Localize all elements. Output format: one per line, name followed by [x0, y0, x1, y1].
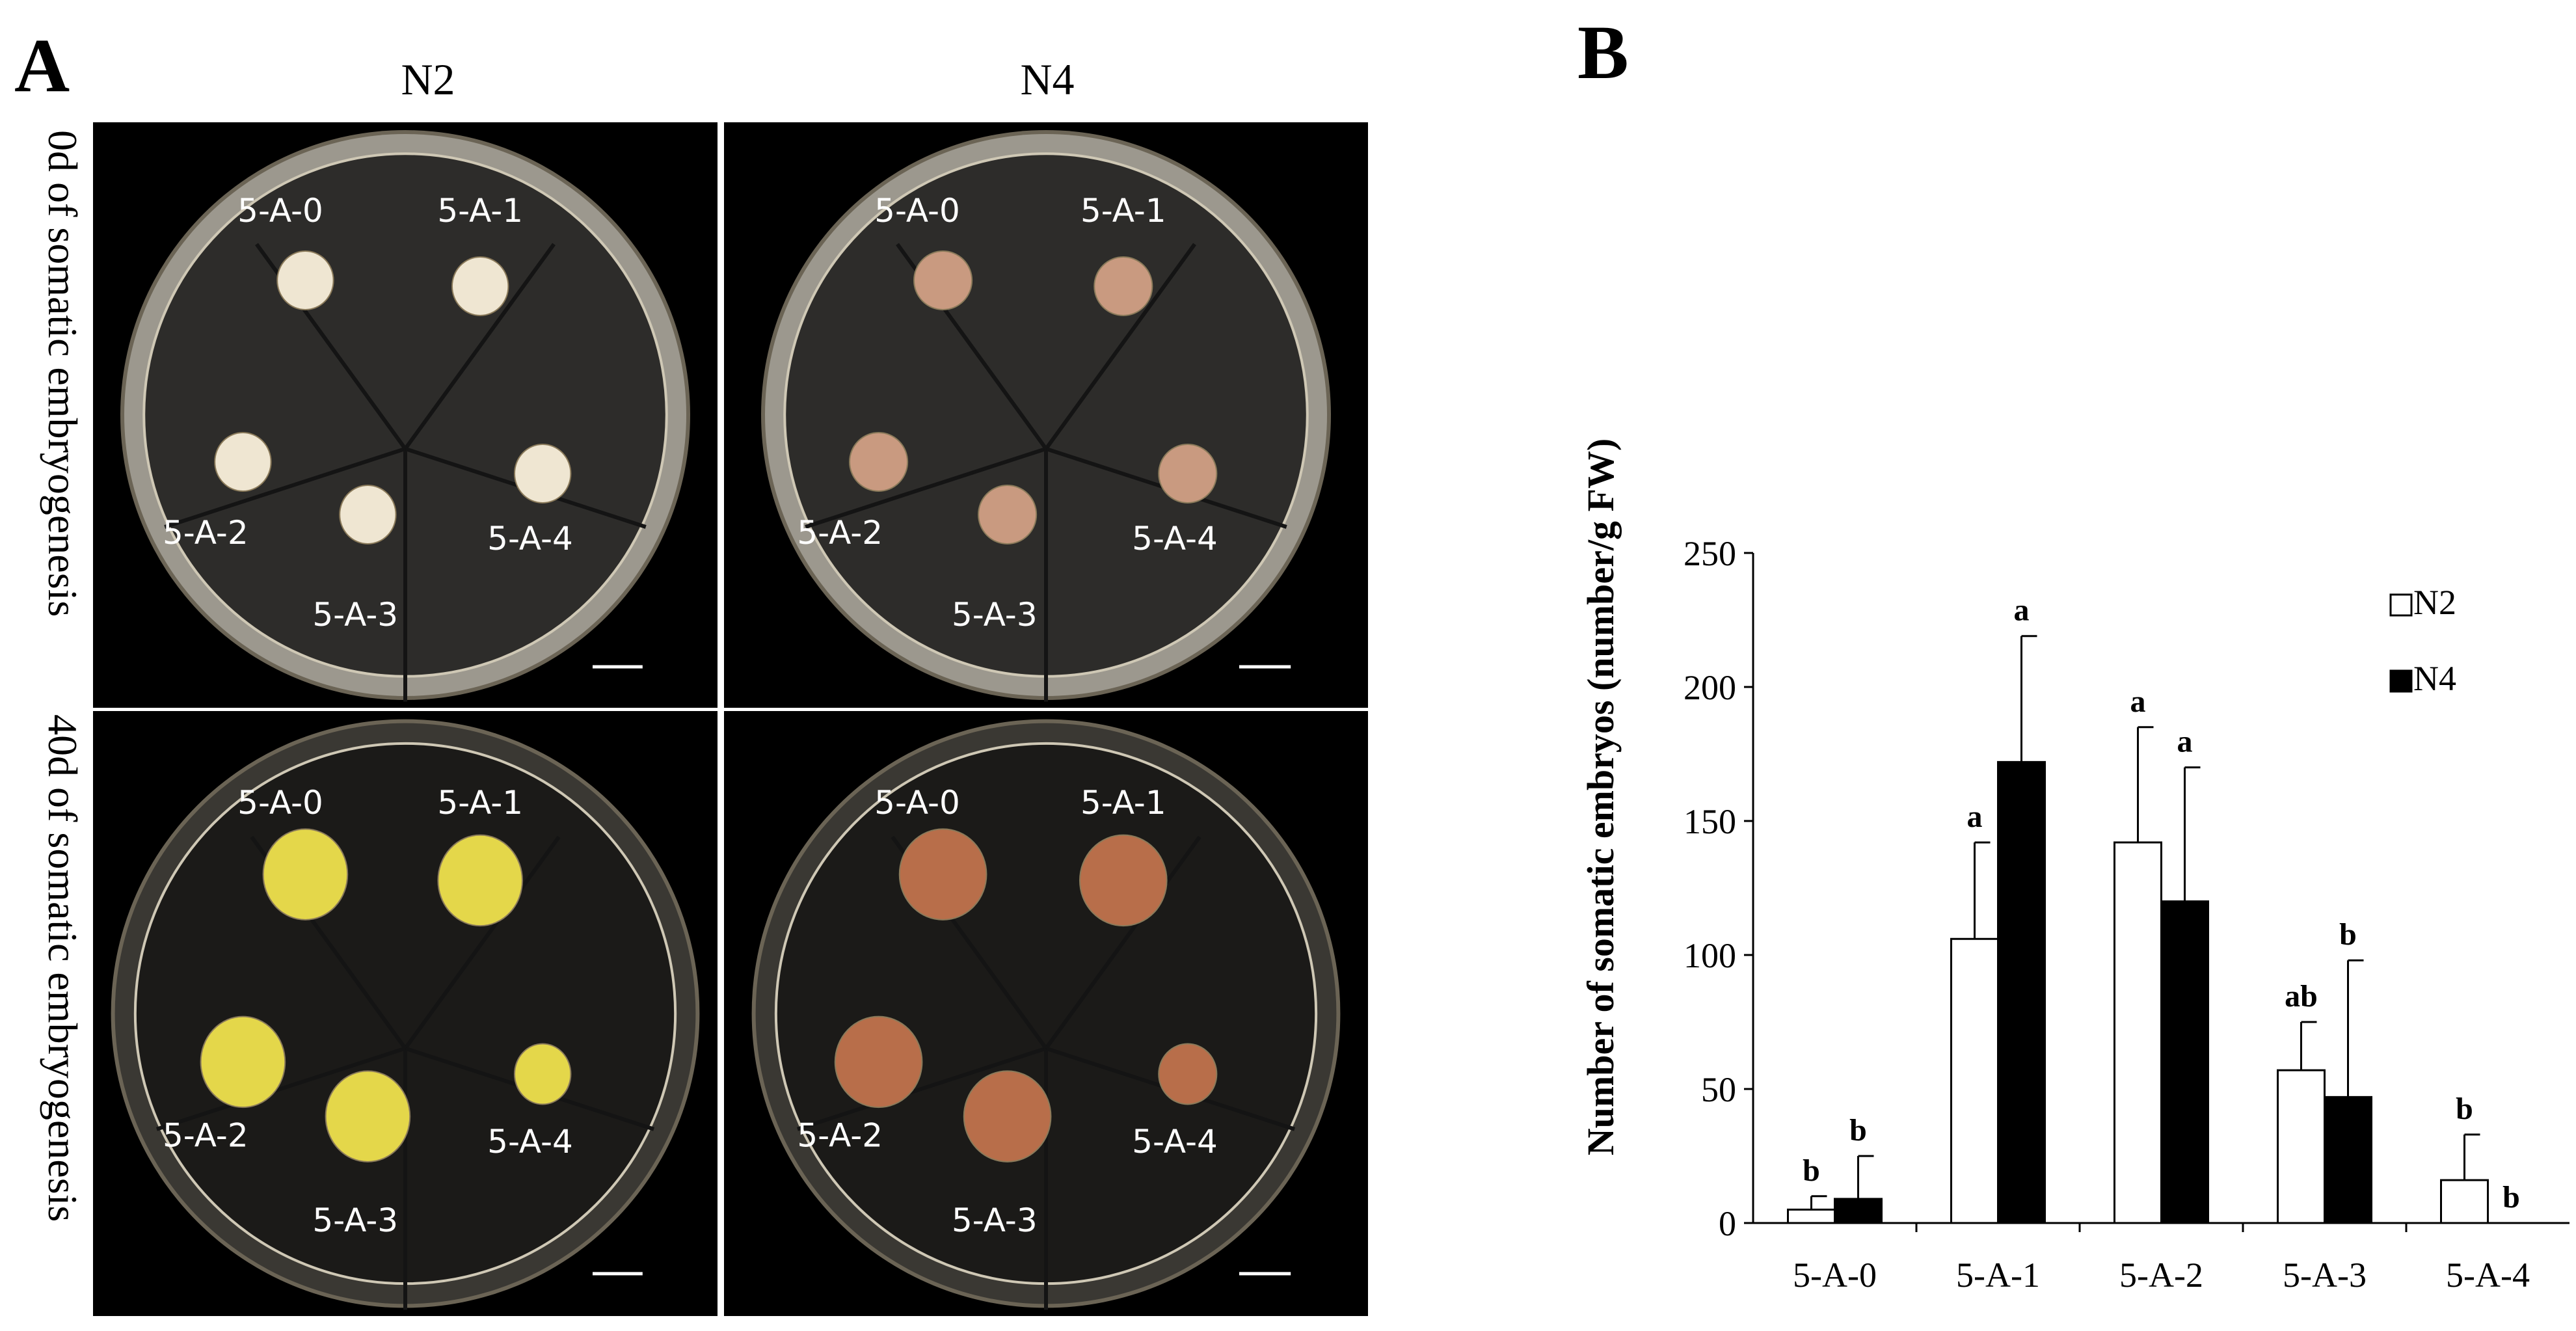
dish-label: 5-A-2 [797, 1117, 883, 1155]
row-label-day0: 0d of somatic embryogenesis [40, 130, 86, 617]
y-tick-label: 50 [1701, 1070, 1736, 1109]
bar-n2 [2440, 1179, 2489, 1224]
dish-divider-line [796, 1046, 1047, 1131]
dish-photo-svg: 5-A-0 5-A-1 5-A-2 5-A-3 5-A-4 [761, 130, 1331, 702]
dish-label: 5-A-1 [1080, 784, 1166, 822]
bar-n4 [1834, 1198, 1883, 1224]
y-tick-label: 0 [1719, 1204, 1736, 1243]
y-tick-label: 250 [1684, 534, 1736, 573]
bar-n2 [2277, 1069, 2326, 1224]
legend-label-n2: N2 [2413, 583, 2456, 622]
dish-label: 5-A-3 [952, 1202, 1038, 1239]
callus-tissue [1093, 256, 1153, 316]
dish-label: 5-A-0 [874, 192, 960, 230]
column-label-n2: N2 [401, 55, 455, 104]
dish-label: 5-A-2 [163, 1117, 248, 1155]
significance-letter: a [1967, 800, 1983, 834]
bar-n2 [2113, 841, 2162, 1224]
legend-swatch-n4 [2389, 669, 2413, 693]
significance-letter: b [2339, 917, 2357, 952]
callus-tissue [1158, 444, 1218, 504]
dish-divider-line [164, 446, 406, 529]
callus-tissue [325, 1070, 411, 1163]
callus-tissue [514, 1043, 572, 1105]
dish-divider-line [403, 243, 556, 450]
significance-letter: b [1803, 1153, 1820, 1188]
bar-n4 [1997, 760, 2046, 1224]
dish-photo-svg: 5-A-0 5-A-1 5-A-2 5-A-3 5-A-4 [111, 719, 700, 1310]
bar-chart: B Number of somatic embryos (number/g FW… [1577, 10, 2569, 1295]
callus-tissue [1079, 834, 1168, 927]
photo-n4-day40: 5-A-0 5-A-1 5-A-2 5-A-3 5-A-4 [724, 711, 1368, 1316]
significance-letter: b [2456, 1092, 2473, 1126]
photo-n4-day0: 5-A-0 5-A-1 5-A-2 5-A-3 5-A-4 [724, 122, 1368, 708]
photo-n2-day40: 5-A-0 5-A-1 5-A-2 5-A-3 5-A-4 [93, 711, 718, 1316]
dish-label: 5-A-3 [312, 596, 398, 634]
dish-label: 5-A-3 [952, 596, 1038, 634]
callus-tissue [978, 485, 1038, 544]
dish-divider-line [805, 446, 1047, 529]
dish-divider-line [155, 1046, 406, 1131]
x-tick-label: 5-A-2 [2119, 1256, 2203, 1295]
panel-a-letter: A [14, 23, 70, 108]
callus-tissue [437, 834, 524, 927]
callus-tissue [214, 432, 272, 492]
callus-tissue [262, 828, 349, 921]
dish-divider-line [1044, 243, 1196, 450]
row-label-day40: 40d of somatic embryogenesis [40, 714, 86, 1222]
y-tick-label: 200 [1684, 668, 1736, 707]
y-axis-label: Number of somatic embryos (number/g FW) [1579, 438, 1622, 1155]
significance-letter: ab [2285, 979, 2318, 1014]
dish-label: 5-A-4 [1132, 520, 1218, 558]
legend: N2 N4 [2389, 583, 2456, 698]
dish-label: 5-A-1 [437, 784, 523, 822]
callus-tissue [963, 1070, 1052, 1163]
bar-n4 [2324, 1096, 2372, 1224]
significance-letter: a [2014, 593, 2030, 628]
y-tick-label: 100 [1684, 936, 1736, 975]
x-tick-label: 5-A-4 [2446, 1256, 2530, 1295]
bar-n2 [1787, 1208, 1836, 1224]
bar-n2 [1950, 937, 1999, 1224]
significance-letter: a [2177, 725, 2193, 759]
dish-label: 5-A-0 [237, 192, 323, 230]
photo-n2-day0: 5-A-0 5-A-1 5-A-2 5-A-3 5-A-4 [93, 122, 718, 708]
dish-label: 5-A-0 [237, 784, 323, 822]
callus-tissue [834, 1015, 923, 1109]
callus-tissue [514, 444, 572, 504]
callus-tissue [849, 432, 909, 492]
dish-label: 5-A-2 [163, 514, 248, 552]
legend-label-n4: N4 [2413, 659, 2456, 698]
callus-tissue [913, 250, 973, 310]
dish-photo-svg: 5-A-0 5-A-1 5-A-2 5-A-3 5-A-4 [120, 130, 690, 702]
dish-label: 5-A-2 [797, 514, 883, 552]
x-tick-label: 5-A-3 [2283, 1256, 2367, 1295]
dish-divider-line [1044, 835, 1201, 1050]
callus-tissue [898, 828, 987, 921]
callus-tissue [1158, 1043, 1218, 1105]
dish-photo-svg: 5-A-0 5-A-1 5-A-2 5-A-3 5-A-4 [751, 719, 1341, 1310]
significance-letter: b [2502, 1180, 2520, 1215]
callus-tissue [200, 1015, 286, 1109]
dish-divider-line [403, 835, 561, 1050]
y-tick-label: 150 [1684, 802, 1736, 841]
callus-tissue [451, 256, 509, 316]
dish-label: 5-A-3 [312, 1202, 398, 1239]
callus-tissue [339, 485, 397, 544]
dish-label: 5-A-4 [487, 1123, 573, 1161]
x-tick-label: 5-A-0 [1793, 1256, 1877, 1295]
significance-letter: a [2130, 684, 2146, 719]
panel-b-letter: B [1577, 10, 1629, 95]
dish-label: 5-A-1 [1080, 192, 1166, 230]
callus-tissue [276, 250, 334, 310]
legend-swatch-n2 [2389, 593, 2413, 617]
dish-label: 5-A-4 [487, 520, 573, 558]
significance-letter: b [1849, 1113, 1867, 1148]
bar-n4 [2160, 900, 2209, 1224]
dish-label: 5-A-0 [874, 784, 960, 822]
x-tick-label: 5-A-1 [1956, 1256, 2040, 1295]
dish-label: 5-A-1 [437, 192, 523, 230]
dish-label: 5-A-4 [1132, 1123, 1218, 1161]
column-label-n4: N4 [1020, 55, 1075, 104]
